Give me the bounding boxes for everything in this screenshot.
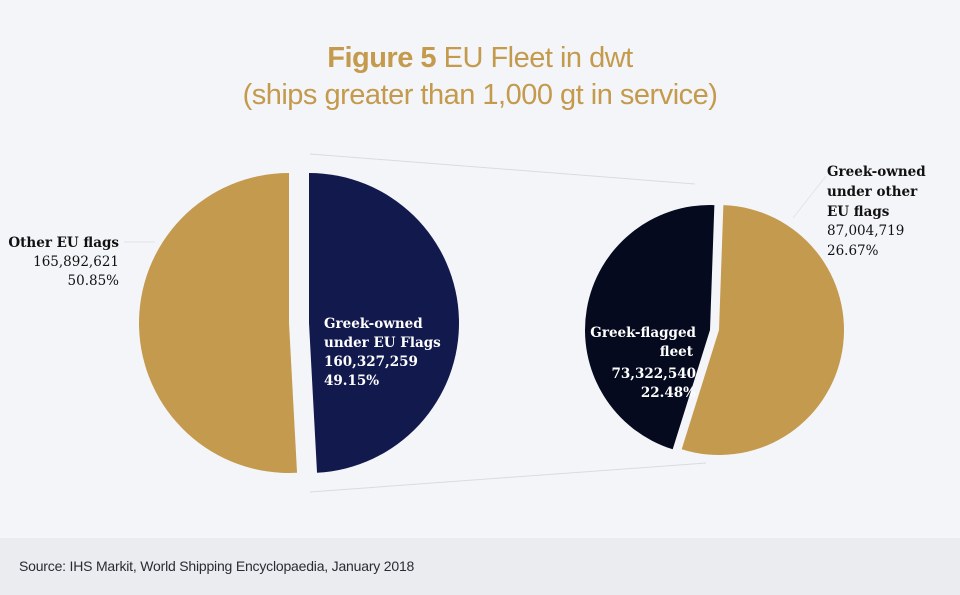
- label-other-flags-line1: Greek-owned: [827, 164, 926, 180]
- title-main-line: Figure 5 EU Fleet in dwt: [0, 40, 960, 76]
- label-other-eu-name: Other EU flags: [8, 235, 119, 251]
- label-other-flags-pct: 26.67%: [827, 243, 879, 259]
- label-greek-flagged-pct: 22.48%: [641, 385, 696, 401]
- pie-slice-greek-owned-other-eu-flags: [681, 205, 845, 455]
- title-subtitle: (ships greater than 1,000 gt in service): [242, 79, 718, 111]
- source-text: Source: IHS Markit, World Shipping Encyc…: [19, 558, 415, 574]
- pie-slice-greek-owned-eu-flags: [309, 173, 460, 473]
- title-main: EU Fleet in dwt: [443, 42, 634, 74]
- label-greek-flagged-line2: fleet: [660, 344, 694, 360]
- connector-line-bottom: [309, 462, 707, 493]
- leader-line-other-flags: [792, 175, 827, 219]
- figure-label: Figure 5: [327, 42, 437, 74]
- label-greek-flagged-line1: Greek-flagged: [590, 325, 696, 341]
- label-other-eu-pct: 50.85%: [68, 273, 120, 289]
- label-other-flags-value: 87,004,719: [827, 223, 904, 239]
- label-greek-owned-value: 160,327,259: [324, 354, 418, 370]
- pie-slice-other-eu-flags: [139, 173, 298, 473]
- label-greek-flagged-value: 73,322,540: [611, 366, 696, 382]
- label-greek-owned-line2: under EU Flags: [324, 335, 441, 351]
- pie-slice-greek-flagged-fleet: [585, 205, 715, 450]
- label-greek-owned-pct: 49.15%: [324, 373, 379, 389]
- chart-title: Figure 5 EU Fleet in dwt (ships greater …: [0, 40, 960, 114]
- chart-canvas: Other EU flags 165,892,621 50.85% Greek-…: [8, 153, 926, 493]
- label-other-flags-line2: under other: [827, 184, 918, 200]
- source-footer: Source: IHS Markit, World Shipping Encyc…: [0, 538, 960, 595]
- label-other-flags-line3: EU flags: [827, 204, 890, 220]
- connector-line-top: [309, 153, 696, 185]
- label-other-eu-value: 165,892,621: [33, 254, 119, 270]
- label-greek-owned-line1: Greek-owned: [324, 316, 423, 332]
